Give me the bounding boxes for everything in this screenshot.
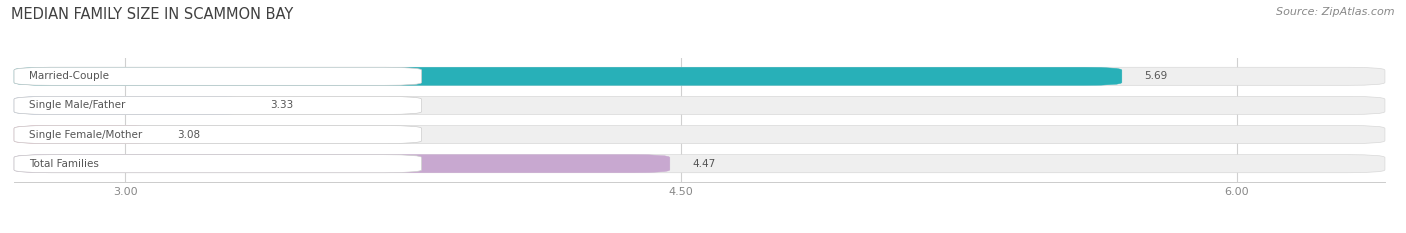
Text: 3.33: 3.33 xyxy=(270,100,292,110)
Text: Single Male/Father: Single Male/Father xyxy=(30,100,125,110)
FancyBboxPatch shape xyxy=(14,96,1385,114)
FancyBboxPatch shape xyxy=(14,96,422,114)
FancyBboxPatch shape xyxy=(14,126,1385,144)
FancyBboxPatch shape xyxy=(14,126,422,144)
FancyBboxPatch shape xyxy=(14,67,1122,85)
FancyBboxPatch shape xyxy=(14,67,1385,85)
Text: MEDIAN FAMILY SIZE IN SCAMMON BAY: MEDIAN FAMILY SIZE IN SCAMMON BAY xyxy=(11,7,294,22)
Text: 4.47: 4.47 xyxy=(692,159,716,169)
Text: 5.69: 5.69 xyxy=(1144,71,1167,81)
FancyBboxPatch shape xyxy=(14,96,247,114)
Text: Total Families: Total Families xyxy=(30,159,98,169)
Text: Source: ZipAtlas.com: Source: ZipAtlas.com xyxy=(1277,7,1395,17)
Text: Single Female/Mother: Single Female/Mother xyxy=(30,130,142,140)
FancyBboxPatch shape xyxy=(14,155,1385,173)
Text: 3.08: 3.08 xyxy=(177,130,200,140)
FancyBboxPatch shape xyxy=(14,126,155,144)
FancyBboxPatch shape xyxy=(14,155,422,173)
Text: Married-Couple: Married-Couple xyxy=(30,71,108,81)
FancyBboxPatch shape xyxy=(14,67,422,85)
FancyBboxPatch shape xyxy=(14,155,669,173)
